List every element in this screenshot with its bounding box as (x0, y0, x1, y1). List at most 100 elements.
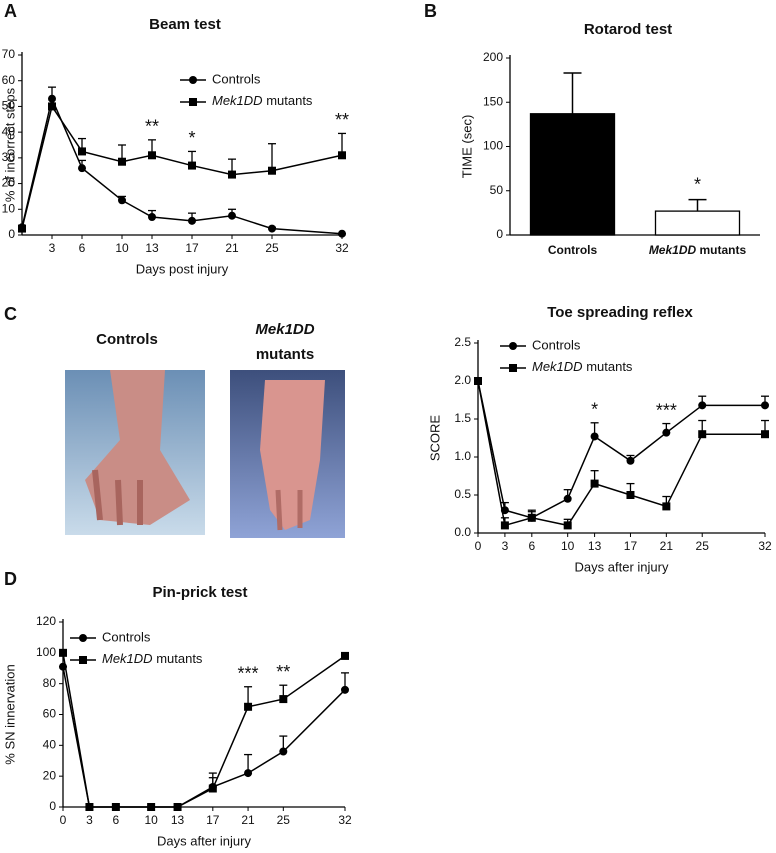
x-tick-label: 6 (528, 539, 535, 553)
marker (527, 513, 536, 522)
marker (279, 747, 288, 756)
y-tick-label: 50 (2, 99, 16, 113)
marker (118, 157, 126, 166)
annotation: ** (145, 117, 159, 137)
annotation: ** (335, 110, 349, 130)
x-axis-label: Days post injury (136, 261, 229, 276)
y-tick-label: 0 (49, 799, 56, 813)
y-tick-label: 0 (496, 227, 503, 241)
marker (761, 401, 769, 410)
y-tick-label: 60 (43, 707, 57, 721)
x-tick-label: 6 (113, 813, 120, 827)
photo (65, 370, 205, 535)
x-tick-label: 21 (241, 813, 255, 827)
marker (500, 521, 509, 530)
x-tick-label: 10 (561, 539, 575, 553)
marker (148, 151, 156, 160)
marker (268, 166, 276, 175)
marker (341, 651, 349, 660)
y-tick-label: 20 (2, 176, 16, 190)
chart-title: Rotarod test (584, 21, 672, 38)
x-tick-label: 13 (145, 241, 159, 255)
x-tick-label: 13 (171, 813, 185, 827)
y-tick-label: 0.5 (454, 487, 471, 501)
photo (230, 370, 345, 538)
y-tick-label: 1.5 (454, 411, 471, 425)
marker (48, 102, 56, 111)
legend-marker (79, 634, 87, 642)
marker (48, 94, 56, 103)
annotation: * (694, 174, 701, 194)
y-axis-label: SCORE (427, 415, 442, 462)
error-bar (268, 143, 276, 171)
y-tick-label: 0.0 (454, 525, 471, 539)
marker (338, 229, 346, 238)
marker (228, 211, 236, 220)
marker (18, 224, 26, 233)
x-tick-label: 25 (265, 241, 279, 255)
x-tick-label: 21 (660, 539, 674, 553)
legend-label: Mek1DD mutants (212, 93, 313, 108)
y-tick-label: 30 (2, 150, 16, 164)
bar (529, 113, 616, 236)
marker (59, 648, 67, 657)
marker (111, 803, 120, 811)
y-tick-label: 60 (2, 73, 16, 87)
marker (118, 196, 126, 205)
y-tick-label: 50 (490, 183, 504, 197)
marker (188, 216, 196, 225)
y-tick-label: 10 (2, 201, 16, 215)
marker (698, 430, 707, 439)
legend-marker (509, 364, 517, 372)
legend-marker (189, 98, 197, 106)
y-axis-label: % SN innervation (2, 664, 17, 764)
marker (590, 432, 599, 441)
bar (654, 210, 741, 236)
marker (590, 479, 599, 488)
x-tick-label: 3 (502, 539, 509, 553)
marker (563, 494, 572, 503)
series-line (62, 652, 346, 808)
x-tick-label: 10 (115, 241, 129, 255)
x-tick-label: Mek1DD mutants (649, 243, 747, 257)
chart-title: Toe spreading reflex (547, 304, 693, 321)
marker (173, 803, 182, 811)
y-tick-label: 100 (36, 645, 56, 659)
x-tick-label: 32 (338, 813, 352, 827)
series-line (21, 104, 343, 229)
marker (188, 161, 196, 170)
panel-label: D (4, 569, 17, 589)
chart-title: Beam test (149, 16, 221, 33)
marker (78, 164, 86, 173)
marker (228, 170, 236, 179)
legend-label: Controls (212, 71, 261, 86)
marker (563, 521, 572, 530)
x-tick-label: 6 (79, 241, 86, 255)
marker (338, 151, 346, 160)
x-tick-label: 32 (335, 241, 349, 255)
panel-label: A (4, 1, 17, 21)
annotation: ** (276, 662, 290, 682)
marker (208, 784, 217, 793)
y-tick-label: 100 (483, 139, 503, 153)
series-line (477, 380, 765, 527)
marker (626, 491, 635, 499)
chart-title: Pin-prick test (152, 584, 247, 601)
x-tick-label: 17 (206, 813, 220, 827)
x-tick-label: 21 (225, 241, 239, 255)
x-tick-label: 3 (49, 241, 56, 255)
marker (147, 803, 156, 811)
legend-marker (189, 76, 197, 84)
y-tick-label: 40 (2, 124, 16, 138)
marker (85, 803, 94, 811)
marker (626, 456, 635, 465)
y-axis-label: TIME (sec) (459, 115, 474, 179)
x-tick-label: 0 (475, 539, 482, 553)
x-tick-label: 17 (185, 241, 199, 255)
marker (474, 377, 482, 385)
y-tick-label: 2.5 (454, 335, 471, 349)
legend-label: Mek1DD mutants (532, 359, 633, 374)
legend-marker (79, 656, 87, 664)
x-tick-label: 25 (277, 813, 291, 827)
